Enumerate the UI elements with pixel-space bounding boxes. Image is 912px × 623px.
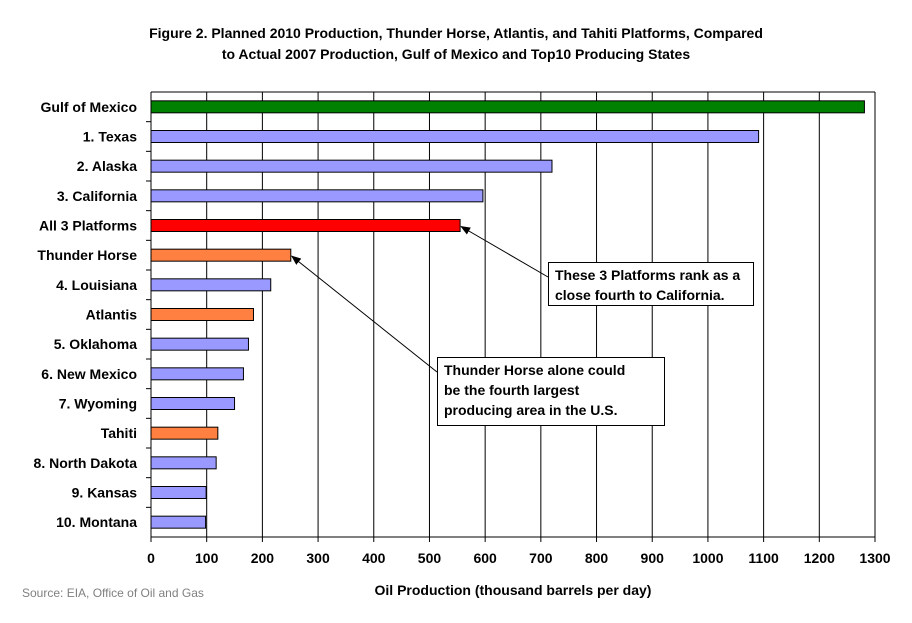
y-tick-label: Tahiti: [101, 425, 137, 441]
x-tick-label: 100: [195, 550, 219, 566]
y-tick-label: 9. Kansas: [72, 485, 138, 501]
y-tick-label: 2. Alaska: [77, 158, 137, 174]
y-tick-label: 6. New Mexico: [41, 366, 137, 382]
x-tick-label: 1000: [692, 550, 723, 566]
annotation-arrow: [460, 225, 549, 278]
annotation-platforms: These 3 Platforms rank as a close fourth…: [548, 262, 754, 306]
x-tick-label: 1100: [748, 550, 779, 566]
y-tick-label: 3. California: [57, 188, 137, 204]
bar: [150, 397, 236, 410]
bar: [150, 278, 272, 292]
x-tick-label: 1200: [804, 550, 835, 566]
bar: [150, 130, 760, 143]
x-tick-label: 700: [529, 550, 553, 566]
bar: [150, 189, 484, 203]
x-tick-label: 900: [641, 550, 665, 566]
chart-title: Figure 2. Planned 2010 Production, Thund…: [0, 23, 912, 65]
annotation-arrow: [291, 255, 438, 373]
x-tick-label: 1300: [859, 550, 890, 566]
x-tick-label: 0: [147, 550, 155, 566]
y-tick-label: 8. North Dakota: [34, 455, 138, 471]
bar: [150, 486, 207, 499]
bar: [150, 219, 461, 232]
bar: [150, 515, 207, 529]
annotation-thunder-horse: Thunder Horse alone could be the fourth …: [437, 357, 665, 426]
bar: [150, 159, 553, 173]
bar: [150, 456, 217, 470]
bar: [150, 308, 254, 321]
y-tick-label: 4. Louisiana: [56, 277, 137, 293]
x-tick-label: 200: [251, 550, 275, 566]
x-tick-label: 600: [473, 550, 497, 566]
x-tick-label: 800: [585, 550, 609, 566]
bar: [150, 337, 249, 351]
bar: [150, 367, 244, 381]
y-tick-label: Gulf of Mexico: [41, 99, 137, 115]
bar: [150, 426, 219, 440]
x-tick-label: 500: [418, 550, 442, 566]
annotation-platforms-line-2: close fourth to California.: [555, 287, 725, 303]
y-tick-label: 5. Oklahoma: [54, 336, 137, 352]
y-tick-label: All 3 Platforms: [39, 218, 137, 234]
y-tick-label: 10. Montana: [56, 514, 137, 530]
y-tick-label: Atlantis: [86, 307, 138, 323]
bar: [150, 100, 865, 114]
x-axis-label: Oil Production (thousand barrels per day…: [374, 582, 652, 598]
y-tick-label: Thunder Horse: [37, 247, 137, 263]
y-tick-label: 1. Texas: [83, 129, 137, 145]
bar: [150, 248, 292, 262]
annotation-thunder-horse-line-1: Thunder Horse alone could: [444, 362, 626, 378]
annotation-thunder-horse-line-2: be the fourth largest: [444, 382, 580, 398]
y-tick-label: 7. Wyoming: [59, 396, 137, 412]
annotation-thunder-horse-line-3: producing area in the U.S.: [444, 402, 618, 418]
chart-title-line-1: Figure 2. Planned 2010 Production, Thund…: [149, 25, 763, 41]
annotation-platforms-line-1: These 3 Platforms rank as a: [555, 267, 741, 283]
x-tick-label: 400: [362, 550, 386, 566]
source-note: Source: EIA, Office of Oil and Gas: [22, 586, 204, 600]
chart-title-line-2: to Actual 2007 Production, Gulf of Mexic…: [221, 46, 691, 62]
x-tick-label: 300: [306, 550, 330, 566]
